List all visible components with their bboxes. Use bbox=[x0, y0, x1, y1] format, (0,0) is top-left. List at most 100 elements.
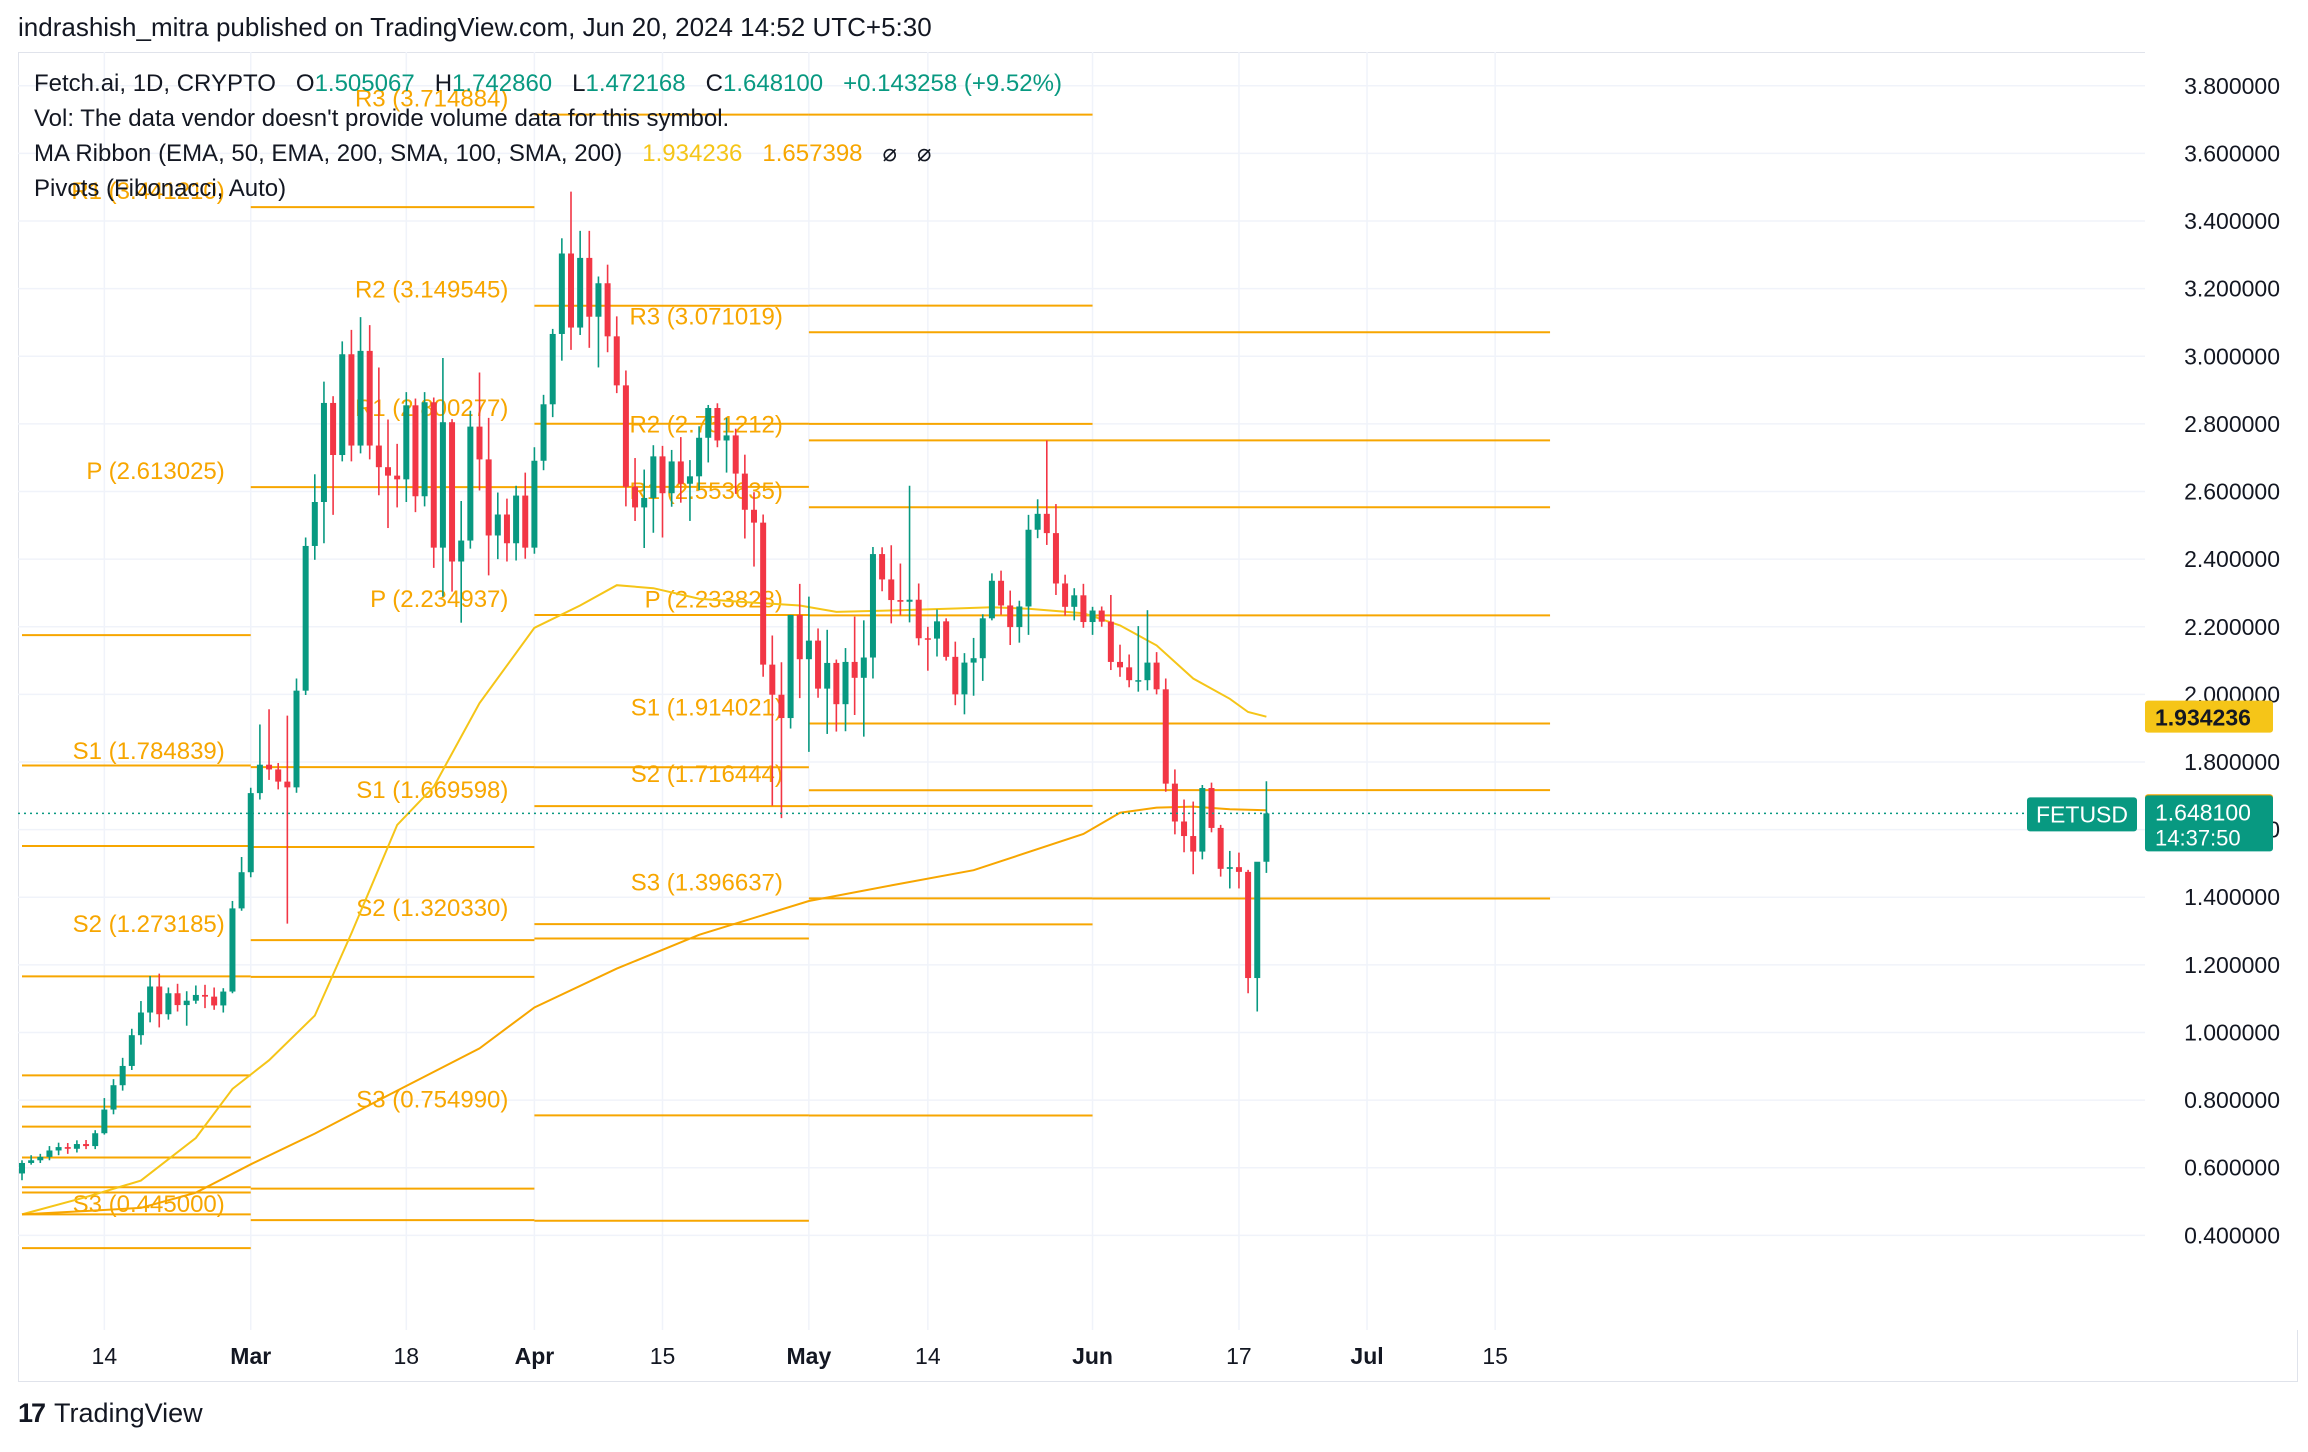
candle-body bbox=[192, 994, 199, 1001]
high-value: 1.742860 bbox=[452, 70, 553, 97]
candle-body bbox=[924, 638, 931, 640]
candle-body bbox=[320, 402, 327, 503]
candle-body bbox=[238, 872, 245, 909]
candle-body bbox=[979, 618, 986, 659]
candle-body bbox=[46, 1150, 53, 1157]
legend-ohlc-row[interactable]: Fetch.ai, 1D, CRYPTO O1.505067 H1.742860… bbox=[34, 66, 1062, 101]
candle-body bbox=[613, 336, 620, 386]
y-tick-label: 2.400000 bbox=[2184, 546, 2280, 572]
y-tick-label: 2.800000 bbox=[2184, 411, 2280, 437]
candle-body bbox=[385, 467, 391, 476]
pivot-level-label: S3 (1.396637) bbox=[631, 869, 783, 896]
pivot-level-label: R2 (3.149545) bbox=[355, 277, 508, 304]
candle-body bbox=[439, 422, 446, 548]
candle-body bbox=[1043, 513, 1050, 534]
candle-body bbox=[842, 661, 849, 705]
price-badge bbox=[2145, 795, 2273, 852]
pivot-level-label: S1 (1.914021) bbox=[631, 694, 783, 721]
candle-body bbox=[677, 461, 684, 484]
candle-body bbox=[220, 991, 227, 1006]
symbol-badge bbox=[2027, 797, 2137, 832]
candle-body bbox=[577, 257, 584, 328]
y-tick-label: 1.800000 bbox=[2184, 749, 2280, 775]
candle-body bbox=[348, 354, 355, 446]
candle-body bbox=[934, 621, 940, 639]
candle-body bbox=[1254, 861, 1261, 979]
volume-legend-row[interactable]: Vol: The data vendor doesn't provide vol… bbox=[34, 105, 730, 132]
low-value: 1.472168 bbox=[585, 70, 686, 97]
candle-body bbox=[339, 354, 346, 456]
candle-body bbox=[1226, 867, 1233, 869]
candle-body bbox=[943, 621, 950, 657]
candle-body bbox=[302, 545, 309, 691]
close-value: 1.648100 bbox=[722, 70, 824, 97]
open-label: O bbox=[295, 70, 315, 97]
symbol-label[interactable]: Fetch.ai, 1D, CRYPTO bbox=[34, 70, 276, 97]
close-label: C bbox=[705, 70, 723, 97]
pivot-level-label: P (2.613025) bbox=[86, 458, 224, 485]
ma-fast-line bbox=[21, 584, 1267, 1216]
pivot-level-label: S2 (1.320330) bbox=[356, 895, 508, 922]
x-tick-label: Apr bbox=[515, 1343, 555, 1369]
candle-body bbox=[156, 986, 163, 1015]
y-tick-label: 3.800000 bbox=[2184, 73, 2280, 99]
candle-body bbox=[760, 522, 767, 665]
pivot-level-label: S1 (1.784839) bbox=[73, 738, 225, 765]
tradingview-logo-icon[interactable]: 17 bbox=[18, 1398, 46, 1428]
pivots-legend-row[interactable]: Pivots (Fibonacci, Auto) bbox=[34, 175, 287, 202]
ma-ribbon-value-3: ⌀ bbox=[882, 140, 897, 167]
high-label: H bbox=[434, 70, 453, 97]
x-tick-label: 15 bbox=[650, 1343, 676, 1369]
pivot-level-label: P (2.234937) bbox=[370, 586, 508, 613]
candle-body bbox=[1171, 783, 1178, 822]
candle-body bbox=[101, 1109, 108, 1134]
candle-body bbox=[266, 764, 273, 770]
candle-body bbox=[503, 514, 510, 544]
candle-body bbox=[961, 662, 968, 695]
candle-body bbox=[604, 283, 611, 337]
candle-body bbox=[668, 461, 675, 494]
candle-body bbox=[741, 473, 748, 510]
candle-body bbox=[540, 404, 547, 461]
candle-body bbox=[1071, 595, 1078, 607]
tradingview-brand[interactable]: TradingView bbox=[54, 1398, 203, 1428]
candle-body bbox=[1162, 689, 1169, 784]
chart-legend: Fetch.ai, 1D, CRYPTO O1.505067 H1.742860… bbox=[34, 66, 1062, 206]
candle-body bbox=[696, 437, 703, 477]
x-tick-label: Jul bbox=[1350, 1343, 1383, 1369]
candle-body bbox=[815, 640, 822, 689]
candle-body bbox=[28, 1160, 35, 1163]
candle-body bbox=[522, 495, 529, 548]
candle-body bbox=[778, 694, 785, 719]
pivot-level-label: S3 (0.445000) bbox=[73, 1191, 225, 1218]
ma-value-badge bbox=[2145, 700, 2273, 733]
candle-body bbox=[769, 664, 776, 695]
candle-body bbox=[1144, 662, 1151, 681]
candle-body bbox=[595, 283, 602, 317]
publication-header: indrashish_mitra published on TradingVie… bbox=[18, 12, 932, 42]
candle-body bbox=[1135, 680, 1142, 682]
y-tick-label: 0.600000 bbox=[2184, 1155, 2280, 1181]
candle-body bbox=[897, 600, 904, 602]
candle-body bbox=[531, 460, 538, 548]
pivot-level-label: R3 (3.071019) bbox=[629, 303, 782, 330]
ma-ribbon-legend-row[interactable]: MA Ribbon (EMA, 50, EMA, 200, SMA, 100, … bbox=[34, 136, 1062, 171]
candle-body bbox=[558, 253, 565, 334]
candle-body bbox=[851, 661, 858, 678]
candle-body bbox=[357, 350, 364, 446]
candle-body bbox=[915, 599, 922, 639]
candle-body bbox=[247, 793, 254, 873]
candle-body bbox=[659, 456, 666, 494]
candle-body bbox=[92, 1133, 99, 1147]
candle-body bbox=[751, 509, 757, 523]
pivot-level-label: S2 (1.273185) bbox=[73, 911, 225, 938]
ma-slow-line bbox=[21, 805, 1267, 1216]
y-tick-label: 2.600000 bbox=[2184, 479, 2280, 505]
y-tick-label: 1.200000 bbox=[2184, 952, 2280, 978]
footer: 17 TradingView bbox=[18, 1398, 203, 1429]
price-axis[interactable] bbox=[2145, 52, 2298, 1330]
candle-body bbox=[1062, 583, 1069, 607]
candle-body bbox=[988, 580, 995, 619]
candle-body bbox=[641, 497, 648, 508]
